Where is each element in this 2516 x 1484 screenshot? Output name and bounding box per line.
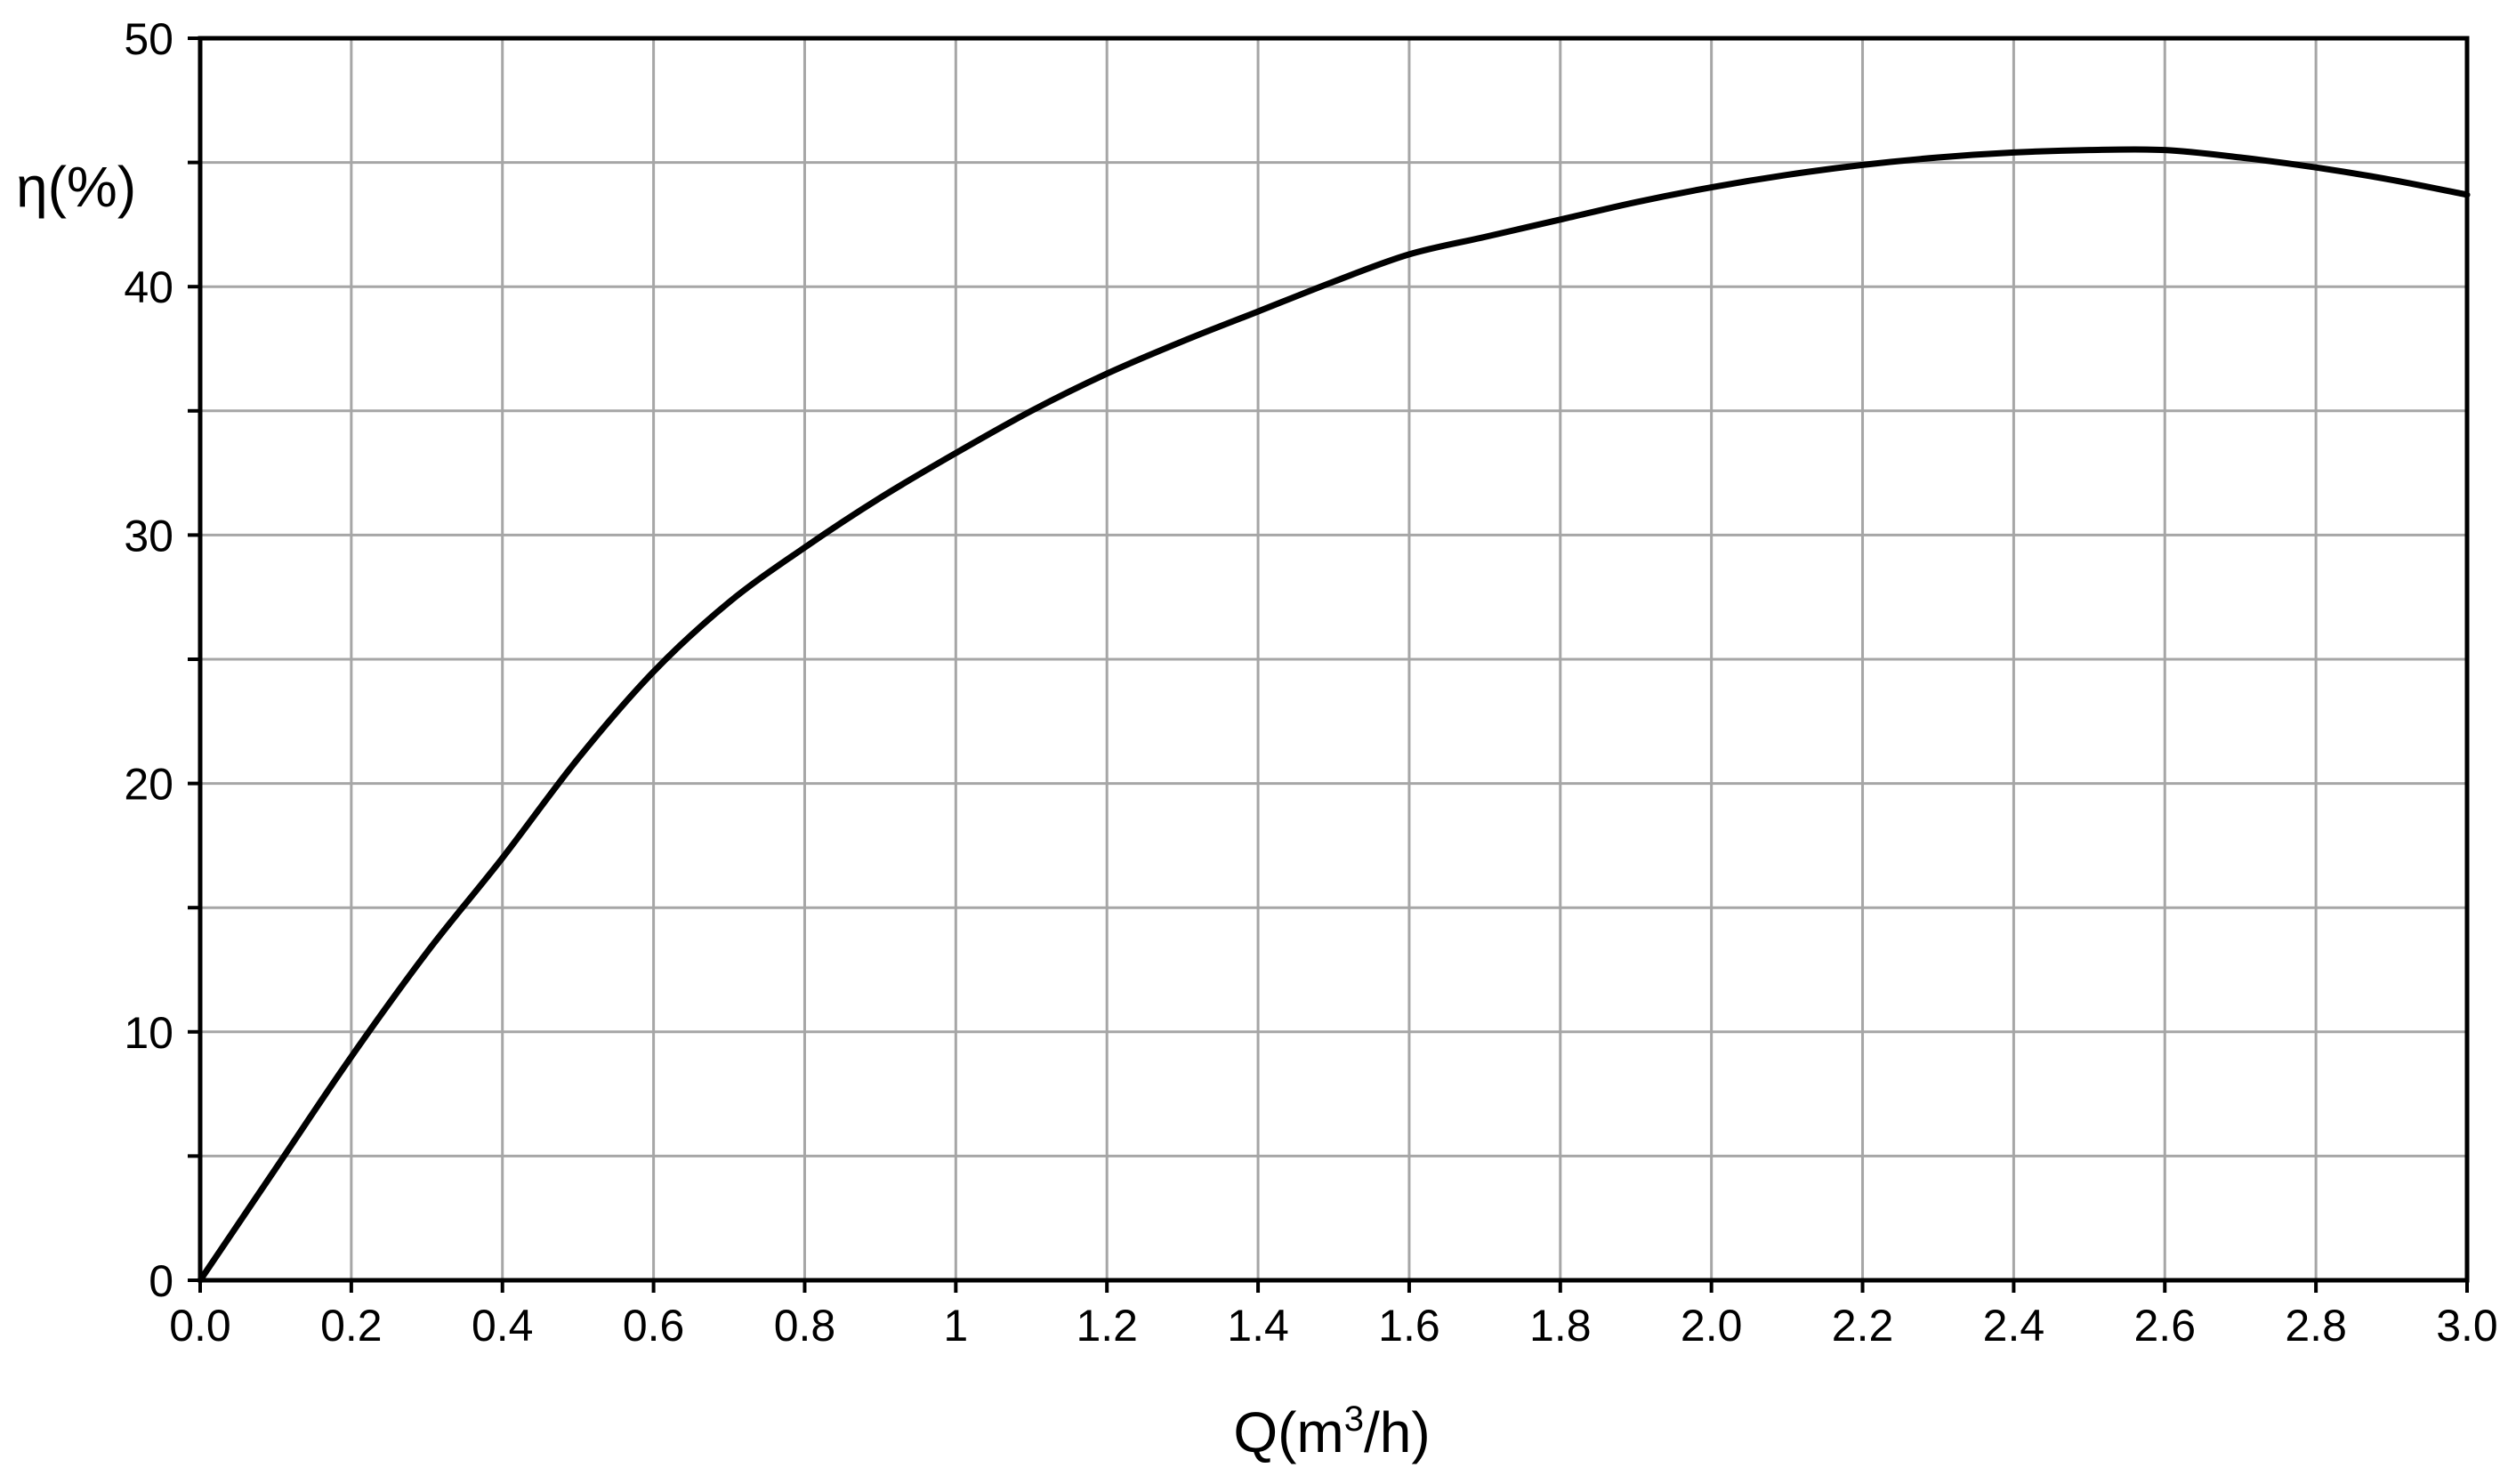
x-tick-label: 2.8: [2285, 1301, 2347, 1351]
curve-layer: [197, 146, 2471, 1284]
x-axis-title-prefix: Q(m: [1233, 1400, 1343, 1464]
label-layer: 0.0 0.2 0.4 0.6 0.8 1 1.2 1.4 1.6 1.8 2.0 2.2 2.4 2.6…: [124, 14, 2497, 1351]
y-tick-label: 30: [124, 511, 173, 561]
x-tick-label: 0.4: [472, 1301, 534, 1351]
x-tick-label: 0.0: [169, 1301, 231, 1351]
x-axis-title-superscript: 3: [1344, 1399, 1364, 1439]
x-axis-title-suffix: /h): [1364, 1400, 1431, 1464]
y-axis-title: η(%): [16, 155, 136, 219]
x-tick-label: 2.0: [1681, 1301, 1743, 1351]
x-tick-label: 0.2: [320, 1301, 383, 1351]
x-tick-label: 2.2: [1832, 1301, 1894, 1351]
y-tick-label: 0: [149, 1256, 173, 1306]
x-tick-label: 0.8: [774, 1301, 836, 1351]
y-tick-label: 10: [124, 1008, 173, 1058]
y-tick-label: 20: [124, 760, 173, 810]
efficiency-curve: [197, 146, 2471, 1284]
x-tick-label: 1.8: [1529, 1301, 1592, 1351]
y-tick-label: 40: [124, 262, 173, 312]
plot-frame: [198, 36, 2470, 1283]
x-tick-label: 1.6: [1378, 1301, 1440, 1351]
x-tick-label: 0.6: [623, 1301, 685, 1351]
x-tick-label: 1.4: [1227, 1301, 1289, 1351]
x-axis-title: Q(m3/h): [1233, 1399, 1430, 1464]
x-tick-label: 3.0: [2436, 1301, 2498, 1351]
x-tick-label: 1: [943, 1301, 968, 1351]
y-tick-label: 50: [124, 14, 173, 64]
x-tick-label: 2.6: [2134, 1301, 2197, 1351]
tick-layer: [188, 36, 2469, 1293]
grid-layer: [198, 36, 2469, 1282]
x-tick-label: 2.4: [1983, 1301, 2045, 1351]
x-tick-label: 1.2: [1076, 1301, 1138, 1351]
